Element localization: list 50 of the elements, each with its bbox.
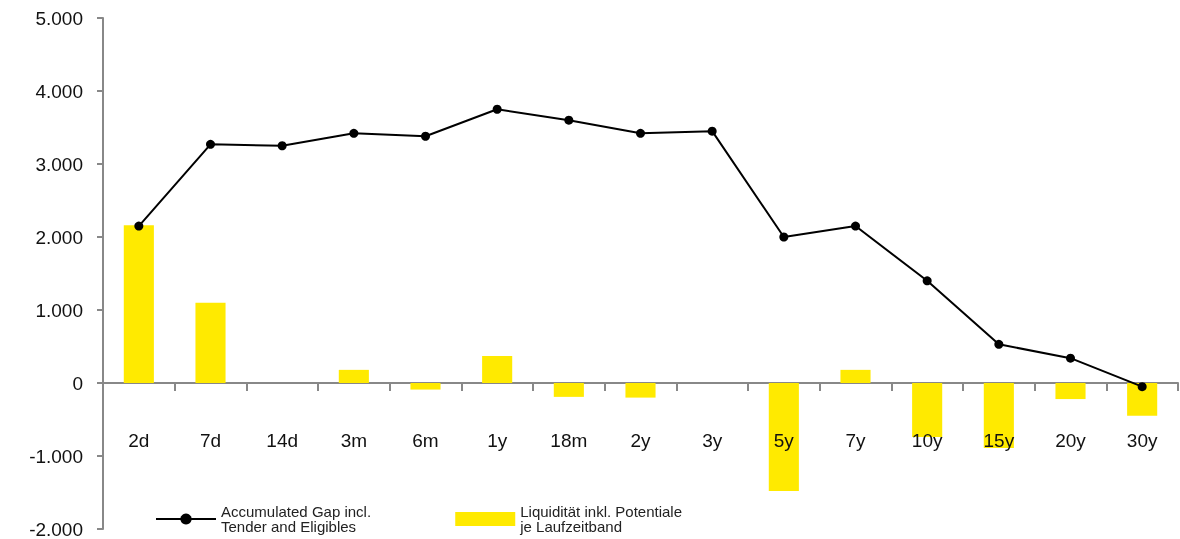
point <box>994 339 1004 349</box>
bar <box>553 383 584 397</box>
y-tick-label: 1.000 <box>35 299 83 321</box>
point <box>851 221 860 231</box>
y-tick-label: -1.000 <box>29 445 83 467</box>
bar <box>1055 383 1086 400</box>
x-tick-label: 2y <box>630 430 652 451</box>
x-tick-label: 1y <box>487 430 508 451</box>
x-tick-label: 5y <box>773 430 795 451</box>
point <box>636 128 645 138</box>
bar <box>338 369 369 383</box>
legend-label: Accumulated Gap incl. Tender and Eligibles <box>221 503 376 535</box>
bar <box>482 355 513 383</box>
x-tick-label: 20y <box>1055 430 1087 451</box>
point <box>707 126 717 136</box>
bar <box>410 383 441 390</box>
x-tick-label: 18m <box>550 430 588 451</box>
bar <box>123 225 154 383</box>
x-tick-label: 3m <box>340 430 368 451</box>
bar <box>768 383 799 492</box>
point <box>206 139 215 149</box>
bar <box>1127 383 1158 416</box>
point <box>349 128 359 138</box>
y-tick-label: 3.000 <box>35 153 83 175</box>
bar <box>840 369 871 383</box>
point <box>1137 382 1147 392</box>
y-tick-label: 5.000 <box>35 7 83 29</box>
x-tick-label: 30y <box>1126 430 1158 451</box>
x-tick-label: 14d <box>266 430 299 451</box>
point <box>134 221 144 231</box>
y-tick-label: 0 <box>72 372 83 394</box>
point <box>421 131 430 141</box>
point <box>922 276 932 286</box>
point <box>492 104 502 114</box>
x-tick-label: 2d <box>128 430 150 451</box>
y-tick-label: 2.000 <box>35 226 83 248</box>
point <box>564 115 574 125</box>
point <box>1066 353 1075 363</box>
bar <box>625 383 656 398</box>
point <box>779 232 789 242</box>
x-tick-label: 6m <box>412 430 439 451</box>
legend-label: Liquidität inkl. Potentiale je Laufzeitband <box>519 503 687 535</box>
x-tick-label: 7y <box>845 430 867 451</box>
y-tick-label: -2.000 <box>29 518 83 539</box>
y-tick-label: 4.000 <box>35 80 83 102</box>
bar <box>195 302 226 383</box>
point <box>277 141 287 151</box>
x-tick-label: 15y <box>983 430 1015 451</box>
x-tick-label: 3y <box>702 430 723 451</box>
x-tick-label: 7d <box>199 430 222 451</box>
